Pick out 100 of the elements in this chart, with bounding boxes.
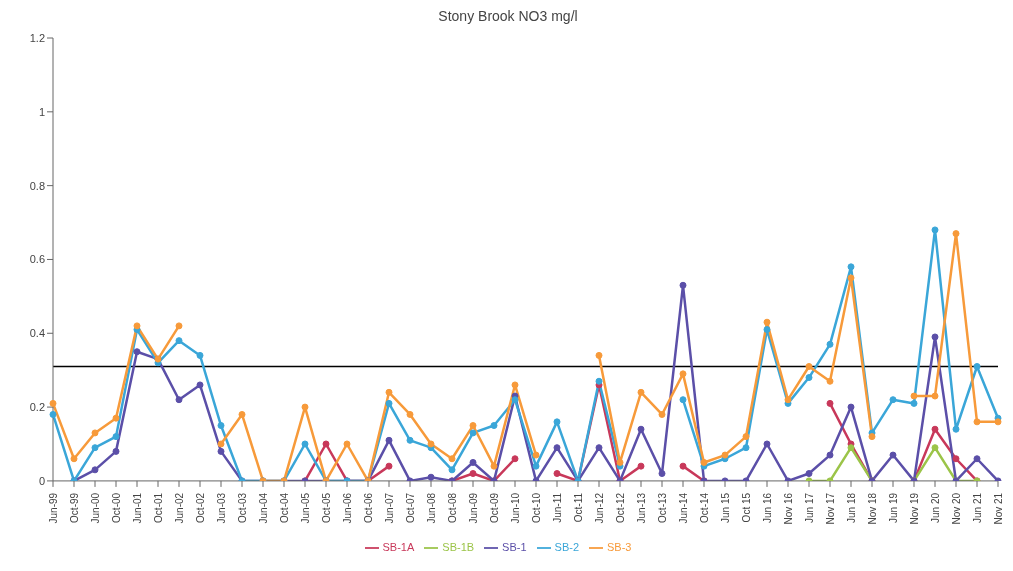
y-tick-label: 1.2	[29, 31, 45, 44]
point	[469, 422, 477, 430]
x-tick-label: Jun-06	[341, 492, 353, 524]
x-tick-label: Nov 18	[866, 492, 878, 525]
x-tick-label: Jun 21	[971, 492, 983, 523]
point	[679, 462, 687, 470]
point	[952, 455, 960, 463]
x-tick-label: Oct-00	[110, 492, 122, 523]
x-tick-label: Jun-05	[299, 492, 311, 524]
point	[910, 392, 918, 400]
point	[595, 444, 603, 452]
point	[637, 425, 645, 433]
x-tick-label: Jun-09	[467, 492, 479, 524]
x-tick-label: Jun-12	[593, 492, 605, 524]
point	[763, 326, 771, 334]
point	[511, 381, 519, 389]
x-tick-label: Jun 18	[845, 492, 857, 523]
point	[406, 410, 414, 418]
x-tick-label: Oct-07	[404, 492, 416, 523]
point	[931, 333, 939, 341]
point	[826, 451, 834, 459]
point	[301, 403, 309, 411]
x-tick-label: Oct-13	[656, 492, 668, 523]
y-tick-label: 0.4	[29, 327, 45, 340]
point	[49, 399, 57, 407]
point	[721, 451, 729, 459]
point	[511, 396, 519, 404]
point	[637, 388, 645, 396]
x-tick-label: Nov 17	[824, 492, 836, 525]
x-tick-label: Jun-11	[551, 492, 563, 523]
point	[343, 440, 351, 448]
point	[847, 403, 855, 411]
point	[196, 381, 204, 389]
point	[448, 466, 456, 474]
point	[952, 425, 960, 433]
point	[49, 410, 57, 418]
point	[385, 462, 393, 470]
point	[763, 318, 771, 326]
x-tick-label: Jun-13	[635, 492, 647, 524]
point	[763, 440, 771, 448]
point	[553, 418, 561, 426]
point	[679, 396, 687, 404]
point	[805, 362, 813, 370]
point	[868, 433, 876, 441]
point	[637, 462, 645, 470]
point	[385, 399, 393, 407]
point	[595, 351, 603, 359]
x-tick-label: Jun-03	[215, 492, 227, 524]
point	[931, 425, 939, 433]
x-tick-label: Oct 15	[740, 492, 752, 523]
point	[994, 418, 1002, 426]
point	[217, 447, 225, 455]
y-tick-label: 0.2	[29, 400, 45, 413]
point	[742, 433, 750, 441]
point	[679, 281, 687, 289]
point	[385, 388, 393, 396]
point	[112, 433, 120, 441]
point	[700, 458, 708, 466]
point	[196, 351, 204, 359]
x-tick-label: Nov 19	[908, 492, 920, 525]
point	[490, 422, 498, 430]
x-tick-label: Jun-14	[677, 492, 689, 524]
x-tick-label: Jun 17	[803, 492, 815, 523]
x-tick-label: Oct-02	[194, 492, 206, 523]
point	[469, 470, 477, 478]
point	[133, 348, 141, 356]
point	[385, 436, 393, 444]
point	[427, 440, 435, 448]
point	[112, 414, 120, 422]
point	[175, 337, 183, 345]
point	[952, 230, 960, 238]
point	[658, 410, 666, 418]
legend-label: SB-1A	[382, 540, 415, 553]
x-tick-label: Oct-05	[320, 492, 332, 523]
point	[322, 440, 330, 448]
x-tick-label: Jun 16	[761, 492, 773, 523]
x-tick-label: Jun-99	[47, 492, 59, 524]
point	[133, 322, 141, 330]
point	[826, 399, 834, 407]
point	[217, 422, 225, 430]
point	[805, 470, 813, 478]
point	[826, 340, 834, 348]
point	[238, 410, 246, 418]
y-tick-label: 0.6	[29, 253, 45, 266]
point	[658, 470, 666, 478]
point	[805, 374, 813, 382]
point	[448, 455, 456, 463]
point	[595, 377, 603, 385]
point	[931, 392, 939, 400]
x-tick-label: Jun-10	[509, 492, 521, 524]
x-tick-label: Oct-06	[362, 492, 374, 523]
point	[511, 455, 519, 463]
point	[469, 429, 477, 437]
x-tick-label: Jun 19	[887, 492, 899, 523]
x-tick-label: Jun-04	[257, 492, 269, 524]
point	[175, 396, 183, 404]
x-tick-label: Oct-08	[446, 492, 458, 523]
point	[616, 458, 624, 466]
y-tick-label: 0	[38, 474, 45, 487]
x-tick-label: Jun-08	[425, 492, 437, 524]
